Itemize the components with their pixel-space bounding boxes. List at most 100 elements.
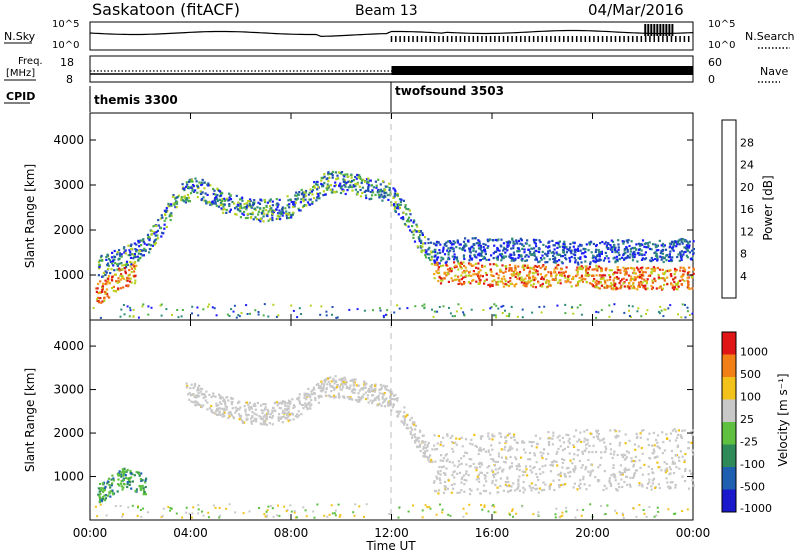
power-pixel: [477, 247, 481, 250]
power-pixel: [538, 250, 541, 254]
power-pixel: [680, 256, 683, 259]
power-pixel: [331, 176, 334, 179]
velocity-pixel: [487, 432, 490, 435]
velocity-noise-pixel: [285, 510, 288, 513]
velocity-pixel: [126, 468, 129, 472]
power-pixel: [666, 269, 669, 273]
velocity-pixel: [497, 467, 500, 471]
velocity-pixel: [396, 415, 400, 418]
velocity-pixel: [652, 471, 655, 475]
power-pixel: [631, 277, 634, 281]
power-pixel: [657, 276, 660, 279]
power-pixel: [616, 271, 619, 274]
power-pixel: [500, 280, 504, 283]
power-pixel: [367, 184, 370, 187]
power-pixel: [533, 251, 536, 254]
power-pixel: [170, 204, 173, 207]
power-pixel: [396, 192, 399, 195]
velocity-pixel: [462, 455, 465, 458]
power-pixel: [612, 240, 615, 243]
velocity-pixel: [216, 409, 219, 412]
velocity-pixel: [226, 396, 229, 399]
power-pixel: [440, 256, 443, 259]
power-pixel: [628, 244, 631, 248]
velocity-noise-pixel: [305, 515, 308, 518]
velocity-noise-pixel: [614, 509, 617, 512]
power-pixel: [122, 277, 125, 280]
power-pixel: [626, 285, 629, 288]
power-pixel: [493, 279, 496, 282]
power-pixel: [432, 250, 435, 253]
power-pixel: [393, 204, 396, 207]
power-pixel: [400, 217, 403, 220]
power-noise-pixel: [686, 306, 689, 309]
power-pixel: [612, 273, 615, 276]
power-pixel: [653, 277, 656, 280]
power-pixel: [555, 273, 558, 276]
power-pixel: [278, 198, 281, 201]
power-pixel: [618, 253, 621, 257]
velocity-pixel: [559, 445, 562, 448]
power-pixel: [471, 264, 474, 267]
power-pixel: [651, 279, 654, 282]
velocity-pixel: [558, 486, 561, 489]
power-pixel: [302, 204, 305, 207]
velocity-colorbar-tick: -100: [740, 458, 765, 471]
velocity-noise-pixel: [119, 505, 122, 507]
power-noise-pixel: [226, 313, 229, 316]
velocity-pixel: [194, 403, 197, 407]
velocity-pixel: [383, 399, 386, 402]
power-pixel: [106, 264, 109, 267]
power-pixel: [618, 257, 622, 261]
velocity-pixel: [510, 485, 513, 488]
power-pixel: [334, 191, 337, 194]
power-noise-pixel: [325, 310, 328, 313]
velocity-pixel: [563, 459, 566, 462]
velocity-pixel: [265, 423, 268, 426]
power-pixel: [434, 255, 437, 258]
velocity-pixel: [363, 381, 366, 384]
velocity-pixel: [458, 437, 461, 441]
power-pixel: [392, 187, 395, 190]
velocity-pixel: [419, 449, 422, 453]
nave-label: Nave: [760, 65, 788, 78]
power-pixel: [259, 198, 262, 201]
velocity-pixel: [123, 483, 126, 486]
power-pixel: [459, 243, 462, 246]
power-pixel: [651, 243, 655, 246]
velocity-pixel: [391, 397, 394, 400]
power-pixel: [454, 278, 457, 281]
power-pixel: [634, 253, 637, 256]
velocity-pixel: [605, 487, 608, 490]
velocity-pixel: [651, 482, 654, 485]
nave-block: [391, 66, 693, 75]
power-pixel: [683, 270, 686, 273]
power-pixel: [393, 192, 396, 195]
velocity-pixel: [112, 479, 115, 482]
power-pixel: [648, 241, 651, 244]
power-pixel: [497, 280, 500, 283]
power-pixel: [313, 186, 316, 189]
power-pixel: [289, 198, 292, 201]
power-noise-pixel: [235, 316, 238, 319]
velocity-pixel: [437, 492, 440, 495]
freq-panel: Freq. [MHz] 18 8 60 0 Nave: [4, 55, 788, 86]
velocity-pixel: [612, 453, 616, 456]
power-pixel: [683, 240, 686, 243]
power-noise-pixel: [449, 312, 452, 315]
power-pixel: [96, 299, 99, 302]
velocity-pixel: [323, 380, 326, 384]
velocity-noise-pixel: [140, 515, 143, 518]
velocity-colorbar-tick: 500: [740, 368, 761, 381]
velocity-pixel: [261, 412, 264, 415]
velocity-pixel: [590, 470, 593, 473]
power-pixel: [499, 254, 502, 257]
power-pixel: [209, 203, 212, 206]
velocity-pixel: [121, 468, 124, 471]
velocity-pixel: [567, 434, 570, 437]
velocity-pixel: [613, 450, 616, 453]
velocity-pixel: [600, 451, 603, 454]
power-pixel: [678, 243, 681, 246]
velocity-pixel: [479, 492, 482, 495]
velocity-pixel: [135, 471, 138, 474]
